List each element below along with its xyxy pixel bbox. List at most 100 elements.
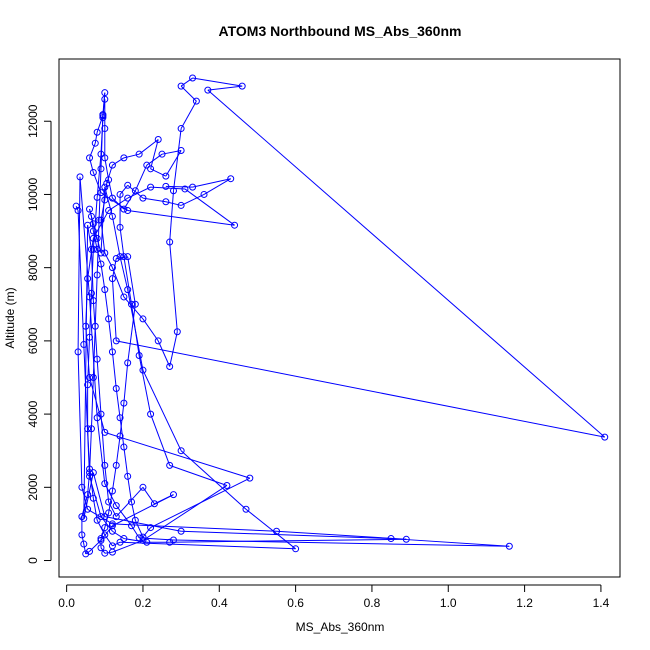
series-segment [127,304,136,363]
data-point [227,175,235,183]
series-segment [100,527,106,539]
series-segment [173,539,510,547]
x-tick-label: 0.4 [211,596,228,610]
data-point [97,216,105,224]
data-point [181,185,189,193]
data-point [101,95,109,103]
series-segment [104,431,250,479]
data-point [72,202,80,210]
x-tick-label: 0.0 [58,596,75,610]
series-segment [123,446,129,477]
series-segment [85,326,91,378]
series-segment [169,190,174,243]
series-segment [77,176,81,352]
data-point [116,432,124,440]
series-segment [85,550,90,555]
series-segment [115,505,132,527]
y-tick-label: 12000 [26,104,40,138]
data-point [86,333,94,341]
data-point [93,245,101,253]
x-tick-label: 0.6 [287,596,304,610]
series-segment [94,132,98,144]
data-point [139,315,147,323]
series-segment [165,185,193,188]
data-point [158,150,166,158]
series-segment [100,263,106,290]
data-point [192,97,200,105]
x-tick-label: 0.8 [364,596,381,610]
data-point [108,522,116,530]
data-point [112,255,120,263]
y-tick-label: 0 [26,557,40,564]
data-point [93,271,101,279]
series-segment [111,351,117,389]
series-segment [123,190,136,210]
data-point [91,139,99,147]
y-tick-label: 4000 [26,400,40,427]
series-segment [87,238,94,279]
series-segment [169,464,228,486]
data-point [135,352,143,360]
data-point [116,190,124,198]
data-point [147,524,155,532]
data-point [101,89,109,97]
series-segment [87,428,91,470]
series-segment [104,289,110,319]
series-segment [100,220,106,254]
data-point [120,535,128,543]
y-tick-label: 8000 [26,254,40,281]
series-segment [92,210,110,239]
data-point [169,536,177,544]
data-point [189,183,197,191]
series-segment [92,197,98,250]
series-segment [89,157,94,173]
data-point [97,165,105,173]
data-point [143,161,151,169]
data-point [505,542,513,550]
data-point [124,194,132,202]
data-point [105,498,113,506]
data-point [124,359,132,367]
series-segment [90,216,94,232]
series-segment [131,525,140,539]
data-point [108,527,116,535]
data-point [166,238,174,246]
data-point [124,253,132,261]
series-segment [83,225,89,519]
data-point [95,216,103,224]
data-point [101,531,109,539]
y-tick-label: 2000 [26,474,40,501]
series-segment [112,523,277,532]
x-tick-label: 1.0 [440,596,457,610]
series-segment [123,538,147,543]
data-point [204,86,212,94]
series-segment [207,85,243,91]
series-segment [115,388,121,418]
y-axis: 0 2000 4000 6000 8000 10000 12000 [26,104,52,564]
data-point [86,205,94,213]
data-point [112,513,120,521]
series-segment [169,538,407,543]
data-point [93,355,101,363]
data-point [147,183,155,191]
data-point [139,366,147,374]
data-point [89,245,97,253]
data-point [91,322,99,330]
series-segment [192,178,231,188]
series-segment [90,377,94,429]
data-point [601,433,609,441]
series-segment [115,486,144,517]
series-segment [169,241,178,332]
data-point [93,234,101,242]
data-point [101,549,109,557]
data-point [99,114,107,122]
data-point [173,328,181,336]
data-point [116,538,124,546]
data-point [101,461,109,469]
x-axis: 0.0 0.2 0.4 0.6 0.8 1.0 1.2 1.4 [58,584,610,610]
data-point [84,491,92,499]
series-segment [119,403,125,437]
series-segment [119,227,125,257]
data-point [97,544,105,552]
